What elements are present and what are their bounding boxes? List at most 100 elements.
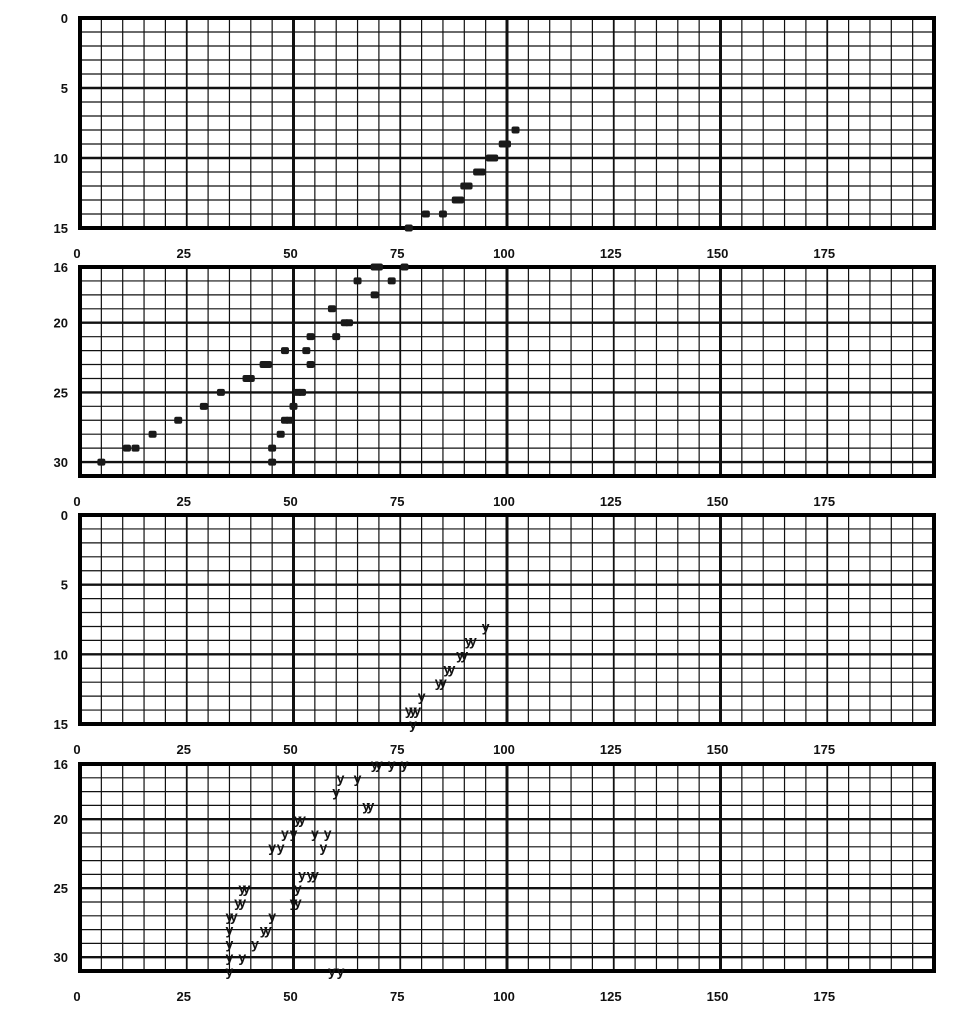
y-tick-label: 15 bbox=[54, 717, 68, 732]
data-point: y bbox=[290, 825, 298, 841]
plot-frame bbox=[78, 265, 936, 478]
x-tick-label: 100 bbox=[493, 246, 515, 261]
data-point: y bbox=[264, 922, 272, 938]
data-point: y bbox=[294, 880, 302, 896]
data-point bbox=[503, 140, 511, 148]
data-point: y bbox=[298, 866, 306, 882]
x-tick-label: 0 bbox=[73, 742, 80, 757]
chart-panel-2: 16 20 25 30 0 25 50 75 100 125 150 175 bbox=[54, 260, 936, 509]
data-point bbox=[353, 277, 362, 285]
data-point: y bbox=[319, 839, 327, 855]
x-tick-label: 50 bbox=[283, 742, 297, 757]
y-tick-label: 10 bbox=[54, 151, 68, 166]
data-point: y bbox=[362, 797, 370, 813]
x-tick-label: 0 bbox=[73, 494, 80, 509]
data-point: y bbox=[354, 770, 362, 786]
data-point: y bbox=[465, 632, 473, 648]
data-point bbox=[400, 263, 409, 271]
data-point: y bbox=[268, 839, 276, 855]
data-point bbox=[306, 333, 315, 341]
data-point bbox=[387, 277, 396, 285]
y-tick-label: 20 bbox=[54, 316, 68, 331]
y-tick-label: 0 bbox=[61, 11, 68, 26]
data-point: y bbox=[260, 922, 268, 938]
data-point bbox=[285, 416, 294, 424]
data-point bbox=[131, 444, 140, 452]
plot-frame bbox=[78, 16, 936, 230]
x-tick-label: 25 bbox=[177, 989, 191, 1004]
y-tick-label: 15 bbox=[54, 221, 68, 236]
y-tick-label: 16 bbox=[54, 260, 68, 275]
data-point: y bbox=[371, 756, 379, 772]
data-point bbox=[276, 430, 285, 438]
data-point: y bbox=[337, 963, 345, 979]
data-point: y bbox=[418, 688, 426, 704]
data-point: y bbox=[277, 839, 285, 855]
x-tick-label: 150 bbox=[707, 246, 729, 261]
x-tick-label: 125 bbox=[600, 989, 622, 1004]
y-tick-label: 30 bbox=[54, 455, 68, 470]
x-tick-label: 25 bbox=[177, 246, 191, 261]
data-point bbox=[306, 361, 315, 369]
data-point: y bbox=[443, 660, 451, 676]
x-tick-label: 0 bbox=[73, 246, 80, 261]
x-tick-label: 50 bbox=[283, 494, 297, 509]
data-point: y bbox=[460, 646, 468, 662]
y-tick-label: 30 bbox=[54, 950, 68, 965]
data-point: y bbox=[366, 797, 374, 813]
data-point: y bbox=[268, 908, 276, 924]
plot-frame bbox=[78, 762, 936, 973]
data-point: y bbox=[294, 811, 302, 827]
data-point: y bbox=[456, 646, 464, 662]
x-tick-label: 25 bbox=[177, 742, 191, 757]
x-tick-label: 100 bbox=[493, 989, 515, 1004]
data-point bbox=[280, 347, 289, 355]
data-point bbox=[438, 210, 447, 218]
data-point bbox=[302, 347, 311, 355]
data-point bbox=[490, 154, 499, 162]
data-point bbox=[148, 430, 157, 438]
data-point: y bbox=[469, 632, 477, 648]
x-tick-label: 125 bbox=[600, 246, 622, 261]
y-tick-label: 0 bbox=[61, 508, 68, 523]
data-point: y bbox=[409, 716, 417, 732]
x-tick-label: 50 bbox=[283, 989, 297, 1004]
x-tick-label: 100 bbox=[493, 742, 515, 757]
data-point: y bbox=[238, 880, 246, 896]
data-point: y bbox=[238, 949, 246, 965]
y-tick-label: 16 bbox=[54, 757, 68, 772]
data-point bbox=[174, 416, 183, 424]
data-point: y bbox=[311, 866, 319, 882]
data-point: y bbox=[328, 963, 336, 979]
x-tick-label: 125 bbox=[600, 494, 622, 509]
x-tick-label: 175 bbox=[813, 989, 835, 1004]
data-point: y bbox=[230, 908, 238, 924]
data-point: y bbox=[251, 935, 259, 951]
data-point: y bbox=[324, 825, 332, 841]
data-point: y bbox=[290, 894, 298, 910]
x-tick-label: 125 bbox=[600, 742, 622, 757]
data-point: y bbox=[281, 825, 289, 841]
x-tick-label: 100 bbox=[493, 494, 515, 509]
data-point: y bbox=[439, 674, 447, 690]
data-point bbox=[289, 402, 298, 410]
data-point: y bbox=[401, 756, 409, 772]
data-point bbox=[268, 444, 277, 452]
x-tick-label: 50 bbox=[283, 246, 297, 261]
data-point bbox=[511, 126, 520, 134]
data-point: y bbox=[409, 702, 417, 718]
data-point bbox=[246, 374, 255, 382]
data-point bbox=[122, 444, 131, 452]
data-point: y bbox=[238, 894, 246, 910]
data-point: y bbox=[226, 922, 234, 938]
x-tick-label: 25 bbox=[177, 494, 191, 509]
data-point bbox=[216, 388, 225, 396]
data-point bbox=[374, 263, 383, 271]
data-point bbox=[298, 388, 307, 396]
data-point bbox=[268, 458, 277, 466]
y-tick-label: 25 bbox=[54, 881, 68, 896]
data-point: y bbox=[243, 880, 251, 896]
x-tick-label: 75 bbox=[390, 989, 404, 1004]
